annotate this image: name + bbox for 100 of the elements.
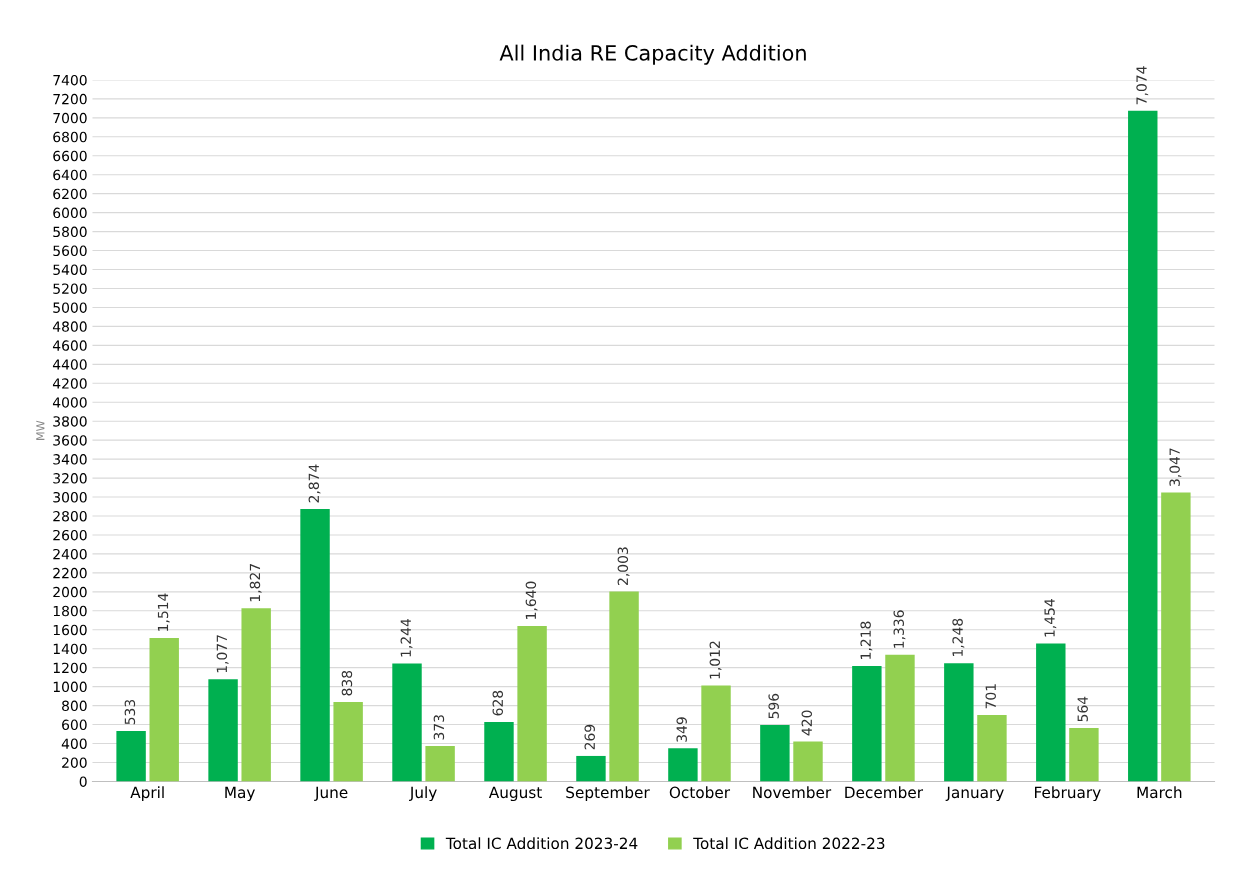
- y-tick-label: 7200: [53, 93, 87, 105]
- bar: [793, 741, 823, 782]
- bar: [333, 702, 363, 782]
- bar: [668, 748, 698, 782]
- bar: [701, 685, 731, 782]
- y-tick-label: 1800: [53, 605, 87, 617]
- y-tick-label: 3200: [53, 473, 87, 484]
- bar: [116, 730, 146, 782]
- x-tick-label: February: [1035, 786, 1101, 802]
- y-tick-label: 5800: [53, 226, 87, 238]
- y-tick-label: 4200: [52, 378, 87, 389]
- x-tick-label: July: [409, 786, 437, 802]
- x-tick-label: March: [1137, 786, 1182, 799]
- y-tick-label: 5000: [53, 302, 87, 313]
- x-tick-label: May: [225, 786, 255, 802]
- data-label: 1,248: [952, 618, 965, 657]
- data-label: 2,003: [617, 547, 630, 585]
- data-label: 420: [801, 710, 813, 736]
- data-label: 1,077: [216, 635, 229, 673]
- data-label: 7,074: [1136, 66, 1149, 105]
- bar: [149, 637, 179, 782]
- y-tick-label: 1600: [53, 624, 87, 636]
- y-tick-label: 4600: [52, 340, 87, 351]
- bar: [484, 721, 514, 782]
- data-label: 373: [433, 715, 445, 740]
- x-tick-label: August: [488, 786, 542, 802]
- y-tick-label: 4000: [52, 397, 87, 408]
- y-tick-label: 800: [62, 700, 87, 712]
- y-tick-label: 6600: [53, 150, 87, 162]
- y-tick-label: 2200: [53, 567, 87, 579]
- y-tick-label: 2800: [53, 510, 87, 522]
- data-label: 1,012: [709, 641, 722, 679]
- x-tick-label: October: [669, 786, 731, 799]
- y-tick-label: 1000: [53, 681, 87, 693]
- y-tick-label: 6000: [53, 207, 87, 219]
- y-tick-label: 6400: [53, 169, 87, 181]
- data-label: 596: [768, 693, 779, 719]
- y-tick-label: 200: [62, 757, 87, 768]
- data-label: 1,640: [525, 581, 538, 619]
- x-tick-label: June: [314, 786, 348, 801]
- bar: [1069, 727, 1099, 782]
- data-label: 349: [676, 717, 687, 742]
- legend-label: Total IC Addition 2023-24: [445, 837, 638, 850]
- data-label: 1,336: [893, 610, 906, 648]
- data-label: 701: [985, 684, 996, 709]
- data-label: 564: [1077, 696, 1088, 722]
- data-label: 1,454: [1044, 599, 1057, 637]
- bar: [208, 679, 238, 782]
- bar: [576, 755, 606, 782]
- data-label: 269: [584, 724, 595, 750]
- x-tick-label: September: [566, 786, 650, 802]
- bar: [1161, 492, 1191, 782]
- y-tick-label: 4800: [52, 321, 87, 332]
- data-label: 628: [492, 690, 504, 716]
- bar: [977, 714, 1007, 782]
- bar: [944, 663, 974, 782]
- y-tick-label: 3400: [53, 454, 87, 465]
- bar: [1036, 643, 1066, 782]
- x-tick-label: December: [845, 786, 924, 799]
- y-tick-label: 6200: [53, 188, 87, 200]
- bar: [517, 625, 547, 782]
- x-tick-label: January: [945, 786, 1004, 802]
- bar: [1128, 110, 1158, 782]
- y-tick-label: 2000: [53, 586, 87, 598]
- data-label: 838: [341, 670, 353, 696]
- data-label: 1,244: [400, 618, 413, 657]
- data-label: 3,047: [1169, 448, 1182, 486]
- data-label: 1,218: [860, 621, 873, 659]
- data-label: 1,827: [249, 564, 262, 602]
- bar: [852, 665, 882, 782]
- y-axis-title: MW: [36, 420, 45, 440]
- x-tick-label: April: [130, 786, 164, 802]
- y-tick-label: 6800: [53, 131, 87, 143]
- y-tick-label: 4400: [52, 359, 87, 370]
- y-tick-label: 7000: [53, 112, 87, 124]
- bar: [425, 746, 455, 782]
- bar: [300, 508, 330, 782]
- y-tick-label: 0: [79, 776, 87, 787]
- chart-title: All India RE Capacity Addition: [499, 44, 806, 65]
- y-tick-label: 5200: [53, 283, 87, 294]
- y-tick-label: 400: [61, 738, 87, 749]
- bar: [392, 663, 422, 782]
- y-tick-label: 600: [62, 719, 87, 731]
- x-tick-label: November: [753, 786, 832, 799]
- y-tick-label: 5400: [53, 264, 87, 275]
- y-tick-label: 2600: [53, 529, 87, 541]
- bar: [609, 591, 639, 782]
- data-label: 533: [124, 699, 136, 725]
- y-tick-label: 3600: [53, 435, 87, 446]
- legend-label: Total IC Addition 2022-23: [693, 837, 885, 850]
- y-tick-label: 1200: [53, 662, 87, 674]
- data-label: 1,514: [157, 593, 170, 631]
- bar: [760, 724, 790, 782]
- y-tick-label: 7400: [53, 74, 87, 86]
- y-tick-label: 3800: [53, 416, 87, 427]
- y-tick-label: 1400: [53, 643, 87, 655]
- y-tick-label: 3000: [53, 492, 87, 503]
- data-label: 2,874: [308, 464, 321, 503]
- y-tick-label: 5600: [53, 245, 87, 257]
- bar: [885, 654, 915, 782]
